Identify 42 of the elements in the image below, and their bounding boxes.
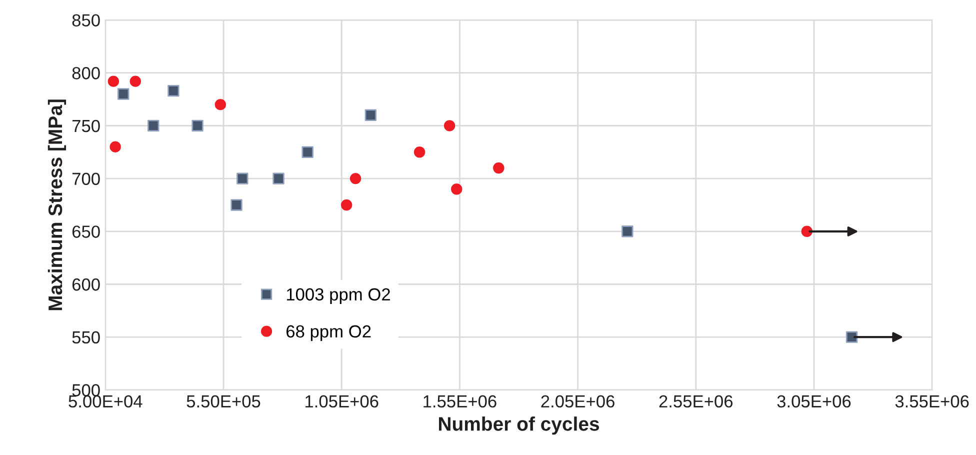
point (130, 76, 142, 87)
point (364, 109, 376, 121)
legend-label: 68 ppm O2 (286, 325, 371, 342)
legend-label: 1003 ppm O2 (286, 288, 390, 304)
y-tick-label: 700 (72, 172, 100, 186)
point (230, 199, 242, 211)
point (118, 88, 130, 100)
x-tick-label: 3.55E+06 (895, 395, 969, 408)
point (236, 172, 248, 184)
point (451, 184, 462, 195)
x-tick-label: 5.00E+04 (68, 395, 142, 408)
x-tick-label: 1.55E+06 (424, 395, 496, 408)
point (108, 76, 120, 87)
point (148, 120, 160, 132)
point (622, 226, 634, 238)
point (801, 226, 813, 238)
point (302, 146, 314, 158)
point (444, 120, 456, 132)
point (110, 141, 121, 152)
y-tick-label: 550 (72, 331, 100, 344)
x-axis-title: Number of cycles (439, 416, 599, 435)
point (493, 162, 504, 174)
x-tick-label: 3.05E+06 (777, 395, 851, 408)
y-tick-label: 500 (72, 384, 100, 396)
y-tick-label: 750 (72, 120, 100, 132)
point (414, 146, 426, 158)
x-tick-label: 5.50E+05 (186, 395, 260, 408)
y-tick-label: 600 (72, 278, 100, 291)
y-tick-label: 800 (72, 67, 100, 80)
point (350, 172, 362, 184)
x-tick-label: 2.05E+06 (541, 395, 614, 408)
x-tick-label: 2.55E+06 (659, 395, 733, 408)
y-axis-title: Maximum Stress [MPa] (48, 100, 66, 310)
y-tick-label: 650 (72, 226, 100, 238)
point (168, 84, 180, 97)
y-tick-label: 850 (72, 14, 100, 26)
point (846, 331, 858, 343)
x-tick-label: 1.05E+06 (306, 395, 378, 408)
point (214, 98, 226, 110)
point (192, 120, 204, 132)
point (340, 199, 352, 211)
point (272, 172, 284, 184)
